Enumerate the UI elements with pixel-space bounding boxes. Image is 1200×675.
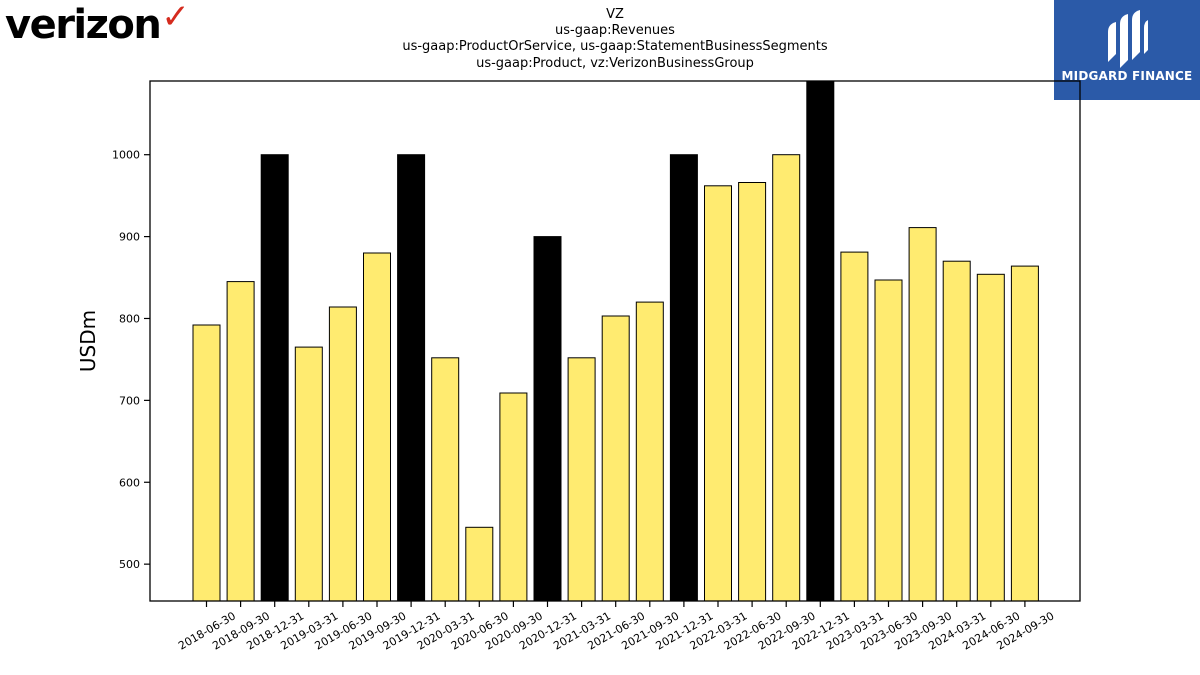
bar-2019-09-30: [363, 252, 391, 602]
bar-2019-06-30: [328, 306, 357, 602]
bar-2023-09-30: [908, 227, 937, 602]
y-tick-label: 1000: [112, 149, 140, 162]
chart-title-line-1: VZ: [606, 7, 624, 22]
bar-2021-12-31: [669, 154, 698, 602]
bar-2020-06-30: [465, 526, 494, 602]
y-tick-label: 500: [119, 558, 140, 571]
bar-2021-03-31: [567, 357, 596, 602]
verizon-logo: verizon✓: [5, 0, 190, 48]
midgard-emblem-icon: [1108, 10, 1148, 68]
bar-2020-03-31: [431, 357, 460, 602]
bar-2022-09-30: [772, 154, 801, 602]
midgard-wordmark: MIDGARD FINANCE: [1061, 69, 1193, 83]
bar-2023-06-30: [874, 279, 903, 602]
bar-2018-06-30: [192, 324, 221, 602]
y-tick-label: 700: [119, 394, 140, 407]
bar-2024-03-31: [942, 260, 971, 602]
bar-2022-12-31: [806, 80, 835, 602]
y-tick-label: 600: [119, 476, 140, 489]
midgard-finance-logo: MIDGARD FINANCE: [1054, 0, 1200, 100]
bar-2019-03-31: [294, 346, 323, 602]
bar-2024-06-30: [976, 273, 1005, 602]
bar-2018-09-30: [226, 281, 255, 602]
y-tick-label: 800: [119, 312, 140, 325]
y-axis: 500 600 700 800 900 1000: [112, 149, 150, 571]
y-axis-label: USDm: [76, 310, 100, 372]
chart-title-line-4: us-gaap:Product, vz:VerizonBusinessGroup: [476, 56, 754, 71]
checkmark-icon: ✓: [161, 0, 190, 37]
verizon-logo-text: verizon: [5, 2, 162, 48]
bar-2020-12-31: [533, 236, 562, 602]
bar-2023-03-31: [840, 251, 869, 602]
bar-2019-12-31: [397, 154, 426, 602]
plot-frame: [149, 80, 1081, 602]
bar-2024-09-30: [1010, 265, 1039, 602]
bar-2021-06-30: [601, 315, 630, 602]
bar-2020-09-30: [499, 392, 528, 602]
bar-2018-12-31: [260, 154, 289, 602]
chart-title-line-2: us-gaap:Revenues: [555, 23, 675, 38]
bar-2021-09-30: [635, 301, 664, 602]
x-axis: 2018-06-302018-09-302018-12-312019-03-31…: [176, 601, 1056, 653]
bar-2022-06-30: [738, 182, 767, 602]
bar-2022-03-31: [704, 185, 732, 602]
bar-series: [192, 80, 1039, 602]
y-tick-label: 900: [119, 231, 140, 244]
chart-title-line-3: us-gaap:ProductOrService, us-gaap:Statem…: [402, 39, 828, 54]
